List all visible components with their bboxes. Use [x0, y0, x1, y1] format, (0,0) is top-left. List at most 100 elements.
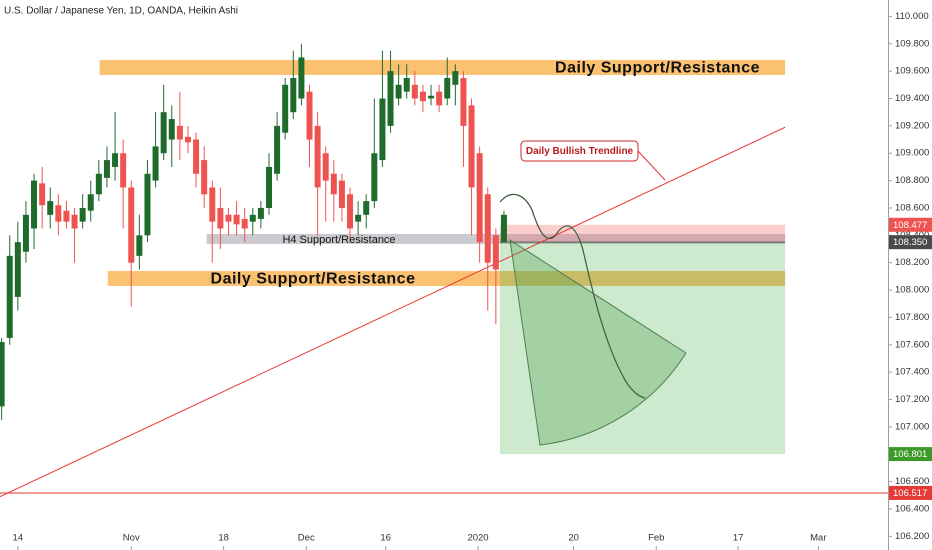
candle-body	[476, 153, 483, 243]
y-tick-label: 107.400	[895, 367, 929, 378]
trendline	[0, 126, 786, 498]
candle-body	[257, 207, 264, 219]
x-tick-label: Feb	[648, 533, 664, 544]
candle-body	[379, 98, 386, 161]
y-tick-label: 109.000	[895, 148, 929, 159]
candle-body	[436, 91, 443, 106]
candle-body	[144, 173, 151, 236]
candle-body	[314, 125, 321, 188]
candle-body	[168, 119, 175, 140]
candle-body	[298, 57, 305, 99]
candle-body	[411, 84, 418, 99]
x-tick-label: Mar	[810, 533, 826, 544]
candle-body	[274, 125, 281, 174]
zone	[99, 59, 786, 75]
zone-label: H4 Support/Resistance	[282, 234, 395, 246]
drawing-layer: Daily Bullish Trendline	[499, 140, 687, 446]
price-label-box	[889, 447, 932, 462]
candle-body	[152, 146, 159, 181]
candle-body	[225, 214, 232, 222]
candle-body	[428, 95, 435, 99]
candle-body	[160, 112, 167, 154]
candle-body	[241, 218, 248, 229]
candle-body	[136, 235, 143, 256]
zone-label: Daily Support/Resistance	[555, 60, 760, 77]
x-tick-label: Nov	[123, 533, 140, 544]
trendline-label: Daily Bullish Trendline	[526, 146, 634, 157]
candle-body	[128, 187, 135, 263]
candle-body	[371, 153, 378, 202]
price-label: 106.801	[893, 449, 927, 460]
x-tick-label: 2020	[467, 533, 488, 544]
x-tick-label: Dec	[298, 533, 315, 544]
candle-body	[193, 139, 200, 174]
candle-body	[22, 214, 29, 252]
y-tick-label: 109.600	[895, 66, 929, 77]
candle-body	[347, 194, 354, 229]
price-label-box	[889, 217, 932, 232]
candle-body	[322, 153, 329, 181]
x-tick-label: 20	[568, 533, 579, 544]
candle-body	[355, 214, 362, 222]
y-tick-label: 107.200	[895, 394, 929, 405]
candle-body	[79, 207, 86, 222]
candle-body	[249, 214, 256, 222]
price-label: 106.517	[893, 488, 927, 499]
y-tick-label: 106.400	[895, 503, 929, 514]
price-label-box	[889, 235, 932, 250]
candle-body	[71, 214, 78, 229]
candle-body	[39, 183, 46, 206]
x-tick-label: 17	[733, 533, 744, 544]
projection-path	[499, 193, 646, 399]
projection-sector	[509, 238, 687, 446]
candle-body	[444, 77, 451, 99]
y-tick-label: 110.000	[895, 11, 929, 22]
y-tick-label: 106.600	[895, 476, 929, 487]
candle-body	[484, 194, 491, 263]
candle-body	[87, 194, 94, 211]
candle-body	[201, 160, 208, 195]
candle-body	[290, 77, 297, 113]
candle-body	[112, 153, 119, 167]
callout-line	[637, 150, 666, 181]
candle-body	[63, 210, 70, 222]
candle-body	[282, 84, 289, 133]
candle-body	[120, 153, 127, 188]
axis-background	[888, 0, 932, 550]
candle-body	[95, 173, 102, 195]
y-tick-label: 106.200	[895, 531, 929, 542]
zone-label: Daily Support/Resistance	[211, 271, 416, 288]
price-label: 108.477	[893, 220, 927, 231]
y-tick-label: 108.200	[895, 257, 929, 268]
y-tick-label: 109.400	[895, 93, 929, 104]
callout-box	[520, 140, 639, 162]
candle-body	[217, 207, 224, 229]
y-tick-label: 108.000	[895, 285, 929, 296]
candle-body	[176, 125, 183, 140]
candle-body	[387, 71, 394, 126]
candle-body	[47, 201, 54, 215]
price-label-box	[889, 485, 932, 500]
candle-body	[14, 242, 21, 297]
candle-body	[103, 160, 110, 178]
candles-layer: Daily Support/Resistance Daily Support/Re…	[0, 43, 760, 421]
stop-zone	[499, 224, 786, 243]
mid-layer	[0, 126, 888, 498]
x-tick-label: 16	[380, 533, 391, 544]
candle-body	[468, 105, 475, 188]
y-tick-label: 107.000	[895, 421, 929, 432]
price-label: 108.350	[893, 237, 927, 248]
candle-body	[306, 91, 313, 140]
candle-body	[452, 71, 459, 85]
candle-body	[31, 180, 38, 229]
zone	[107, 271, 786, 286]
candle-body	[0, 342, 5, 407]
candle-body	[363, 201, 370, 215]
candle-body	[184, 136, 191, 143]
candle-body	[233, 214, 240, 225]
y-tick-label: 108.600	[895, 202, 929, 213]
candle-body	[500, 214, 507, 243]
axis-layer: 106.200106.400106.600106.800107.000107.2…	[13, 0, 932, 550]
